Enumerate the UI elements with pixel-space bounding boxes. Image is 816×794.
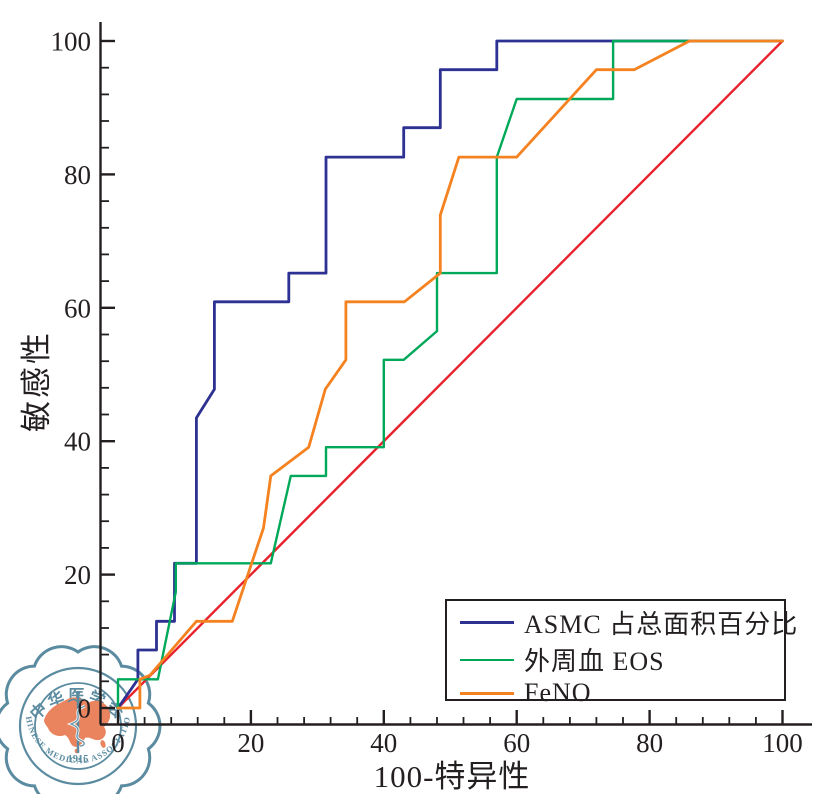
logo-snake-outline [69, 705, 86, 747]
x-tick-label: 80 [636, 728, 663, 758]
legend-item-eos: 外周血 EOS [460, 641, 784, 678]
logo-staff-knob [75, 690, 81, 696]
legend-item-feno: FeNO [460, 678, 784, 708]
roc-curve-eos [116, 39, 784, 710]
y-tick-label: 100 [51, 27, 92, 57]
y-tick-label: 0 [78, 694, 92, 724]
roc-curve-feno [116, 39, 784, 710]
logo-outer-circle [18, 666, 138, 786]
axes-lines [99, 22, 812, 726]
y-axis-title: 敏感性 [19, 330, 54, 432]
legend-line-eos [460, 658, 514, 661]
legend-label-eos: 外周血 EOS [524, 647, 665, 676]
y-tick-label: 40 [64, 427, 91, 457]
y-tick-label: 80 [64, 160, 91, 190]
logo-inner-circle [34, 682, 122, 770]
legend: ASMC 占总面积百分比 外周血 EOS FeNO [445, 599, 797, 707]
logo-year: 1915 [68, 754, 89, 765]
roc-curve-asmc [116, 39, 784, 710]
x-tick-label: 100 [762, 728, 803, 758]
legend-label-asmc: ASMC 占总面积百分比 [524, 610, 799, 639]
logo-scalloped-ring [0, 645, 162, 794]
logo-taiwan [100, 740, 106, 748]
x-tick-label: 20 [237, 728, 264, 758]
x-tick-label: 0 [111, 728, 125, 758]
legend-line-asmc [460, 621, 514, 624]
x-tick-label: 60 [503, 728, 530, 758]
legend-item-asmc: ASMC 占总面积百分比 [460, 604, 797, 641]
y-tick-label: 60 [64, 293, 91, 323]
y-tick-label: 20 [64, 560, 91, 590]
legend-line-feno [460, 691, 514, 695]
x-axis-title: 100-特异性 [373, 759, 531, 794]
legend-label-feno: FeNO [524, 678, 592, 707]
roc-curve-reference [116, 39, 784, 710]
x-tick-label: 40 [370, 728, 397, 758]
